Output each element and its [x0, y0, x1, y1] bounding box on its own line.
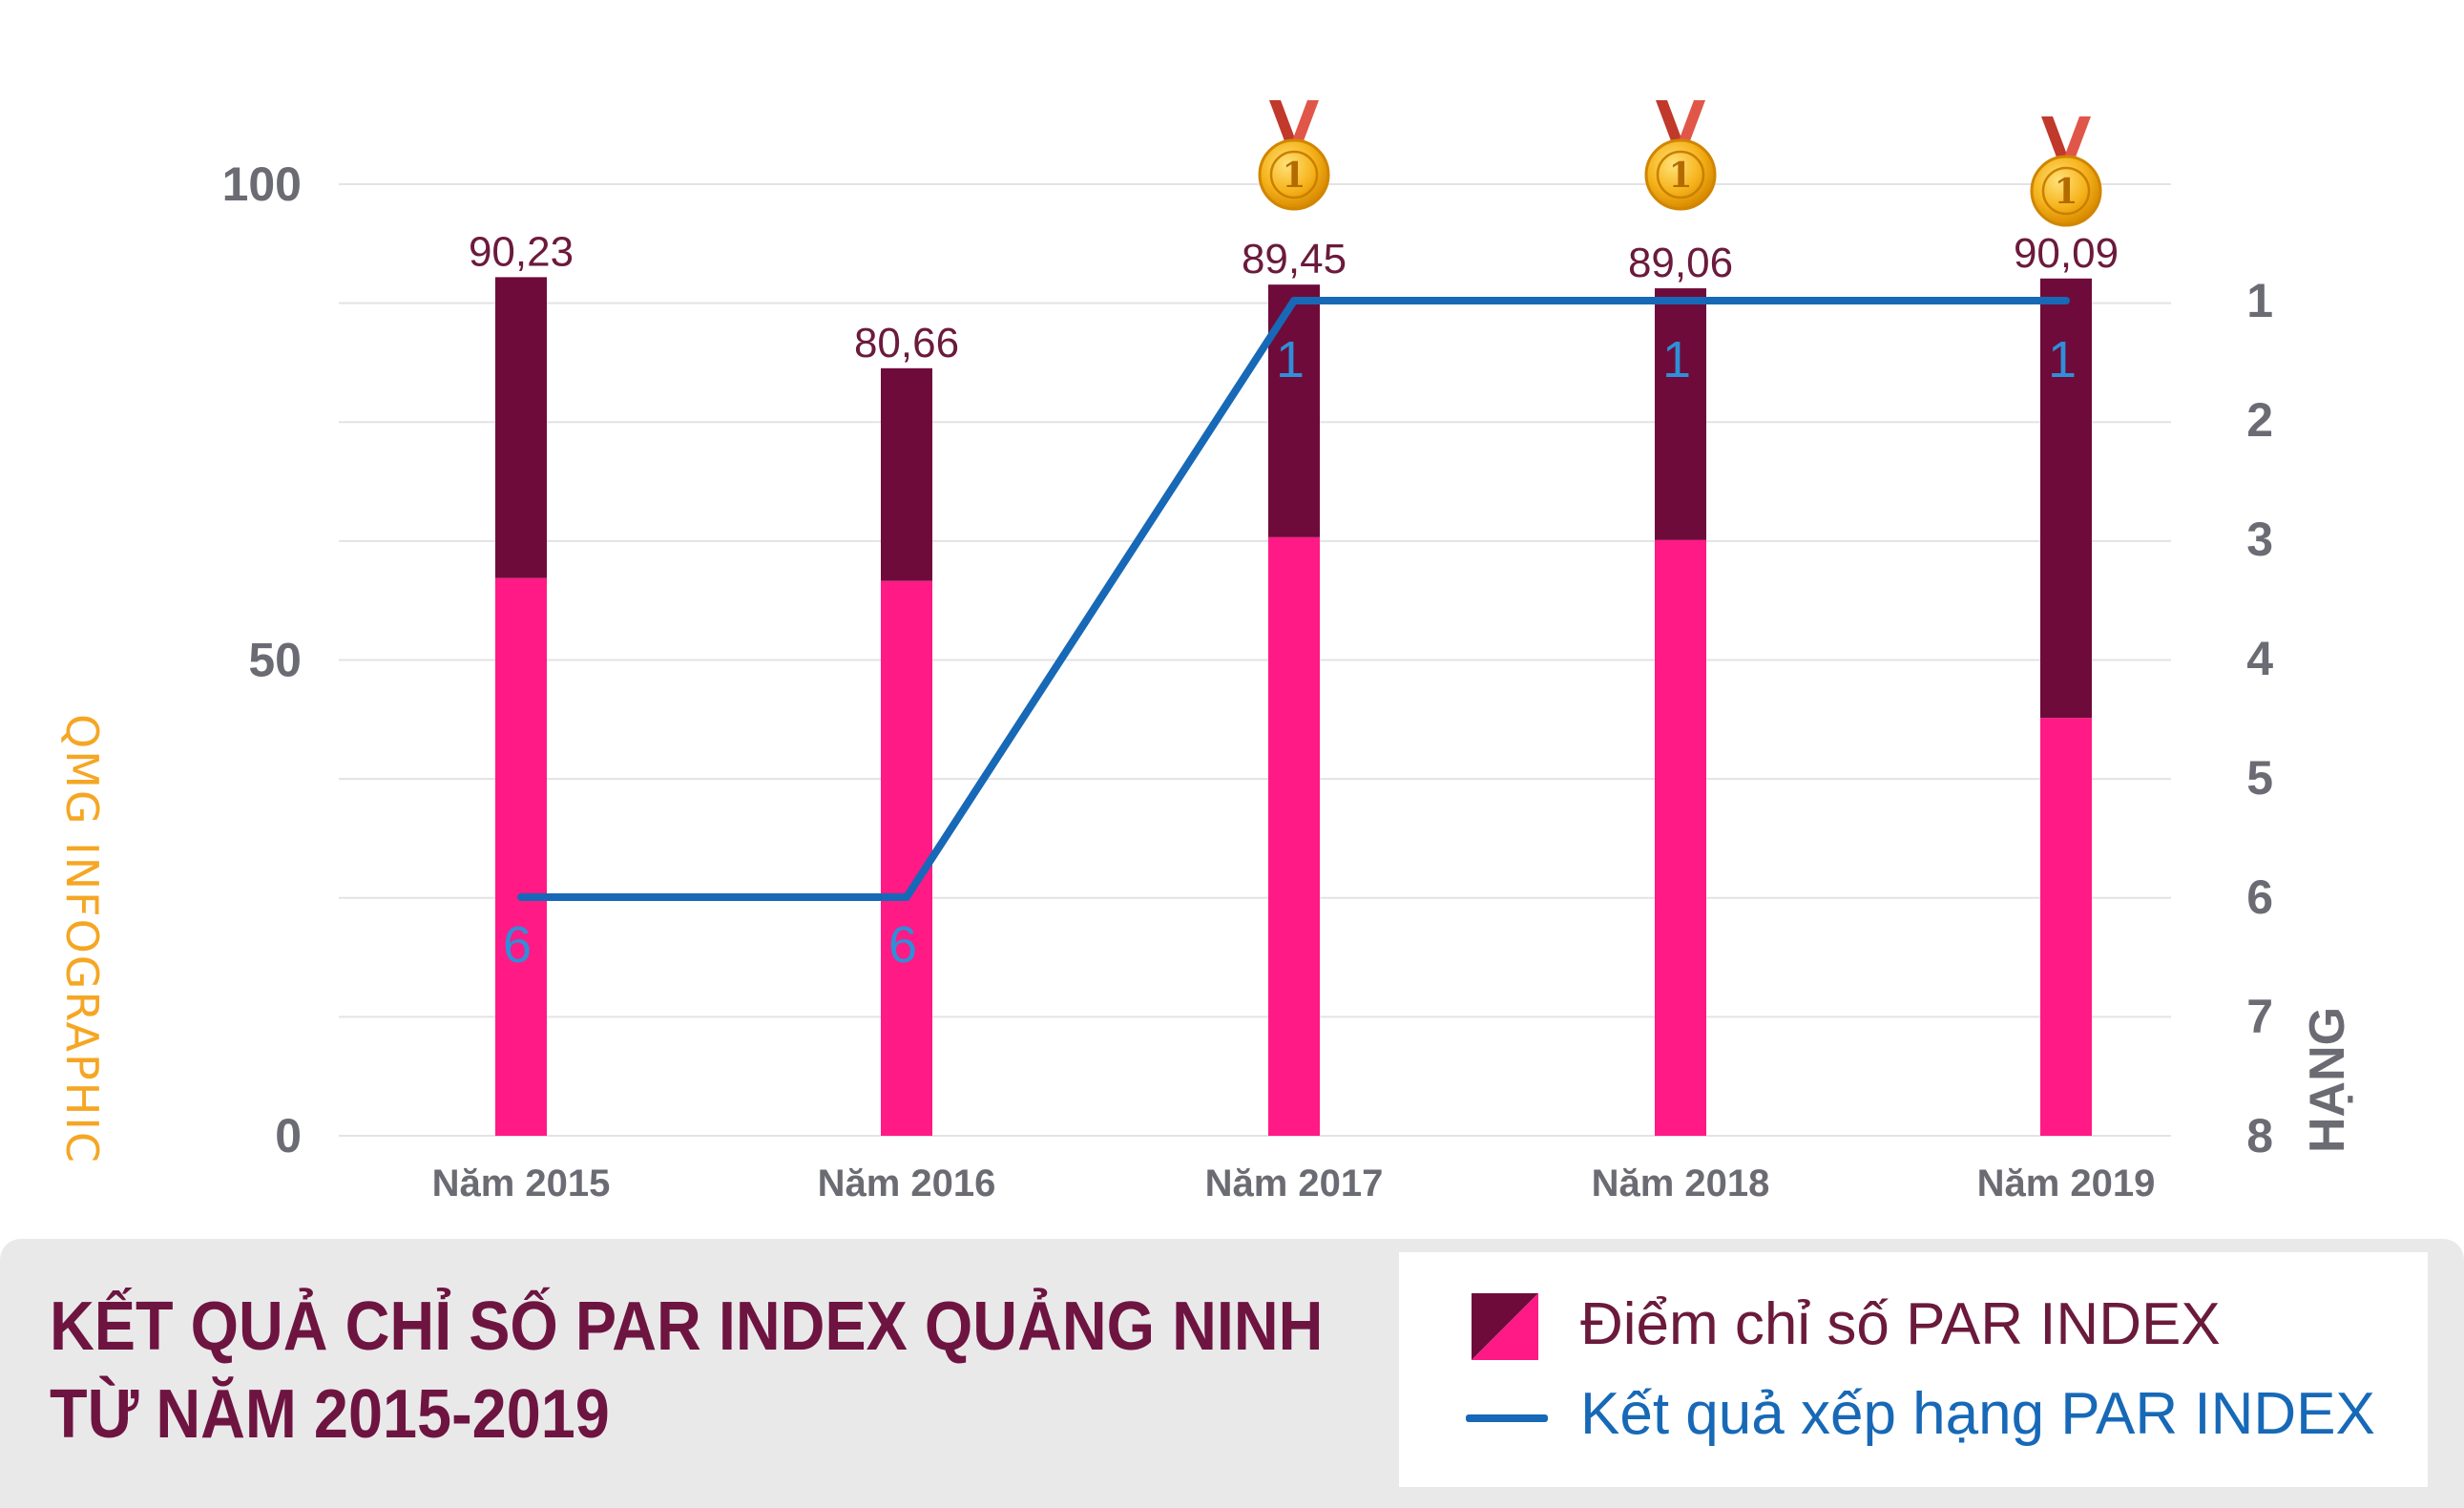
rank-line-group [517, 297, 2070, 901]
bar-value-label: 89,06 [1628, 240, 1733, 286]
medal-ribbon-left [1656, 100, 1684, 146]
bar-value-label: 80,66 [854, 320, 959, 367]
rank-axis-tick-label: 8 [2246, 1109, 2273, 1162]
medal-ribbon-right [1677, 100, 1705, 146]
bar-upper-segment [495, 277, 547, 578]
medal-ribbon-left [1269, 100, 1298, 146]
rank-point [906, 896, 908, 898]
medal-icon: 1 [1258, 100, 1330, 211]
legend: Điểm chỉ số PAR INDEX Kết quả xếp hạng P… [1399, 1252, 2428, 1487]
rank-axis-tick-label: 5 [2246, 751, 2273, 805]
medal-ribbon-right [2062, 116, 2091, 162]
rank-value-label: 1 [1276, 331, 1305, 388]
legend-bar-swatch-icon [1472, 1293, 1538, 1360]
rank-axis-tick-label: 2 [2246, 393, 2273, 447]
x-axis-category-label: Năm 2019 [1977, 1162, 2156, 1204]
medal-inner-ring [2041, 166, 2091, 216]
bar-lower-segment [495, 577, 547, 1136]
legend-bar-label: Điểm chỉ số PAR INDEX [1580, 1291, 2221, 1357]
medal-ribbon-right [1290, 100, 1319, 146]
y-axis-tick-label: 0 [275, 1109, 302, 1162]
medal-icon: 1 [1644, 100, 1717, 211]
bar-value-label: 90,23 [469, 228, 574, 275]
bar-upper-segment [2040, 278, 2092, 719]
medal-number: 1 [1668, 156, 1692, 196]
rank-value-label: 1 [2048, 331, 2077, 388]
bar-lower-segment [2040, 718, 2092, 1136]
bar-lower-segment [1268, 536, 1320, 1136]
medal-number: 1 [1282, 156, 1305, 196]
bars [495, 277, 2092, 1136]
medal-icon: 1 [2030, 116, 2102, 227]
rank-point [520, 896, 522, 898]
chart-title-line-2: TỪ NĂM 2015-2019 [50, 1376, 610, 1453]
rank-axis-tick-label: 3 [2246, 513, 2273, 566]
bar-lower-segment [1655, 539, 1706, 1136]
rank-axis-tick-label: 6 [2246, 870, 2273, 924]
rank-value-label: 6 [888, 916, 917, 974]
bar-lower-segment [881, 580, 932, 1136]
chart-title-line-1: KẾT QUẢ CHỈ SỐ PAR INDEX QUẢNG NINH [50, 1288, 1324, 1365]
bar-value-label: 90,09 [2014, 230, 2119, 277]
medal-disc [1644, 138, 1717, 211]
medal-number: 1 [2054, 172, 2078, 212]
rank-axis-tick-label: 4 [2246, 632, 2273, 685]
x-axis-category-label: Năm 2016 [818, 1162, 996, 1204]
rank-value-label: 6 [503, 916, 532, 974]
x-axis-category-label: Năm 2018 [1592, 1162, 1770, 1204]
x-axis-category-label: Năm 2015 [432, 1162, 611, 1204]
right-axis-title: HẠNG [2300, 1007, 2355, 1153]
medal-inner-ring [1269, 150, 1319, 199]
rank-point [1293, 300, 1295, 302]
bar-value-label: 89,45 [1242, 236, 1347, 283]
labels: 0 50 100 1 2 3 4 5 6 7 8 90,23 80,66 89,45 89,06 90,09 N… [222, 157, 2274, 1204]
bar-upper-segment [1655, 288, 1706, 540]
medal-inner-ring [1656, 150, 1705, 199]
bar-upper-segment [881, 367, 932, 581]
rank-axis-tick-label: 7 [2246, 990, 2273, 1043]
rank-value-label: 1 [1662, 331, 1691, 388]
legend-line-label: Kết quả xếp hạng PAR INDEX [1580, 1381, 2375, 1447]
medal-disc [1258, 138, 1330, 211]
medal-ribbon-left [2041, 116, 2070, 162]
chart-title: KẾT QUẢ CHỈ SỐ PAR INDEX QUẢNG NINH TỪ N… [50, 1283, 1323, 1458]
medals: 1 1 1 [1258, 100, 2102, 227]
medal-disc [2030, 155, 2102, 227]
x-axis-category-label: Năm 2017 [1205, 1162, 1384, 1204]
grid-lines [339, 183, 2171, 1137]
watermark: QMG INFOGRAPHIC [56, 714, 108, 1164]
rank-point [2065, 300, 2067, 302]
y-axis-tick-label: 100 [222, 157, 302, 211]
legend-line-swatch-icon [1466, 1414, 1548, 1422]
rank-axis-tick-label: 1 [2246, 274, 2273, 327]
y-axis-tick-label: 50 [248, 634, 302, 687]
